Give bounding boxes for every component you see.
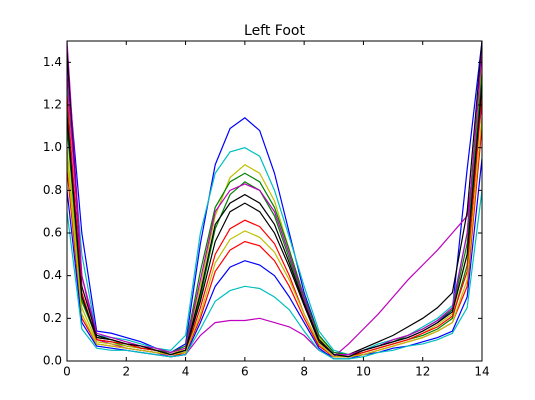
series-line (67, 83, 482, 358)
x-tick-label: 6 (241, 365, 249, 379)
y-tick-label: 0.4 (43, 268, 62, 282)
x-tick-label: 8 (300, 365, 308, 379)
y-tick-label: 1.0 (43, 140, 62, 154)
series-line (67, 51, 482, 356)
x-tick-label: 0 (63, 365, 71, 379)
y-tick-label: 0.8 (43, 183, 62, 197)
y-tick-label: 1.2 (43, 98, 62, 112)
x-tick-label: 2 (122, 365, 130, 379)
plot-lines (67, 41, 482, 360)
series-line (67, 94, 482, 358)
x-tick-label: 12 (415, 365, 430, 379)
x-tick-label: 10 (356, 365, 371, 379)
series-line (67, 190, 482, 360)
plot-frame (66, 40, 483, 362)
series-line (67, 115, 482, 358)
y-tick-label: 0.2 (43, 311, 62, 325)
chart-title: Left Foot (244, 23, 305, 39)
y-tick-label: 0.6 (43, 226, 62, 240)
series-line (67, 51, 482, 356)
x-tick-label: 14 (474, 365, 489, 379)
y-tick-label: 1.4 (43, 55, 62, 69)
y-tick-label: 0.0 (43, 354, 62, 368)
x-tick-label: 4 (182, 365, 190, 379)
